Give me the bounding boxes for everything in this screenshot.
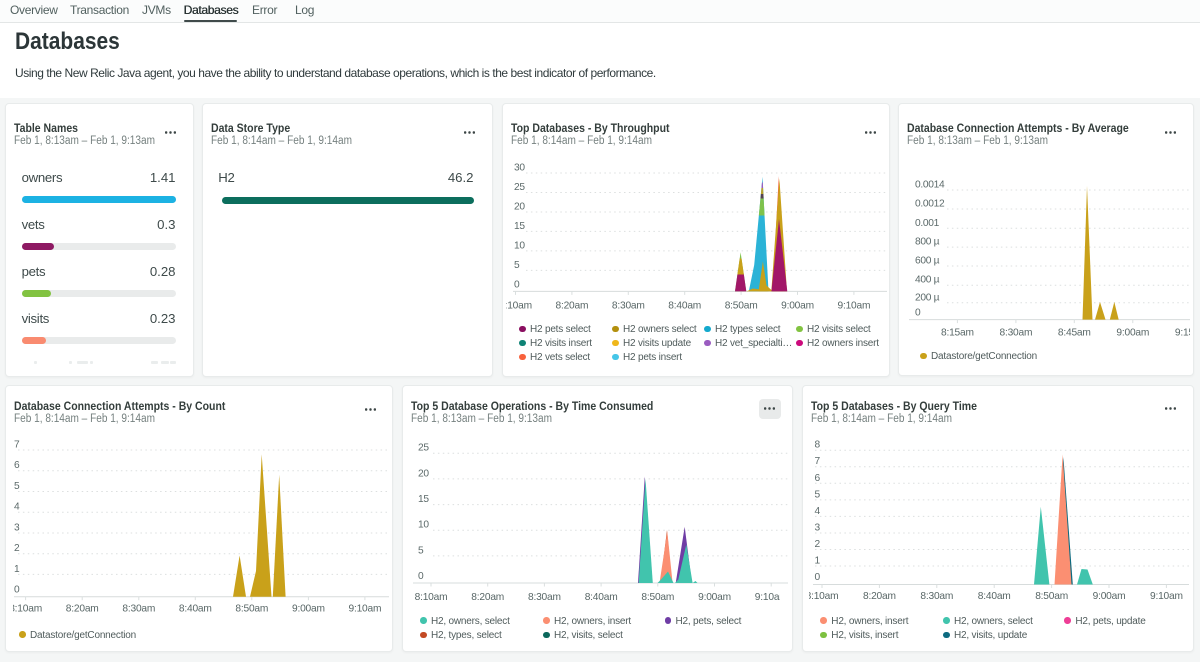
svg-text:9:00am: 9:00am xyxy=(1093,591,1126,602)
svg-text:3: 3 xyxy=(815,523,821,534)
svg-text:10: 10 xyxy=(418,520,429,531)
svg-text:400 µ: 400 µ xyxy=(915,275,940,286)
svg-text:800 µ: 800 µ xyxy=(915,237,940,248)
svg-text:10: 10 xyxy=(514,240,525,251)
svg-text:20: 20 xyxy=(514,202,525,213)
svg-text:8:10am: 8:10am xyxy=(503,301,532,312)
svg-text:1: 1 xyxy=(14,564,20,575)
svg-text:9:10am: 9:10am xyxy=(349,604,382,615)
svg-text:0: 0 xyxy=(514,279,520,290)
svg-text:8:45am: 8:45am xyxy=(1058,328,1091,339)
svg-text:8:30am: 8:30am xyxy=(612,301,645,312)
svg-text:1: 1 xyxy=(815,556,821,567)
svg-text:7: 7 xyxy=(815,456,821,467)
svg-text:8:20am: 8:20am xyxy=(471,592,504,603)
svg-text:15: 15 xyxy=(514,221,525,232)
svg-text:25: 25 xyxy=(514,182,525,193)
svg-text:8:50am: 8:50am xyxy=(641,592,674,603)
svg-text:6: 6 xyxy=(14,460,20,471)
svg-text:9:10am: 9:10am xyxy=(838,301,871,312)
svg-text:8:40am: 8:40am xyxy=(585,592,618,603)
svg-text:7: 7 xyxy=(14,440,20,451)
svg-text:9:00am: 9:00am xyxy=(292,604,325,615)
svg-text:5: 5 xyxy=(418,545,424,556)
svg-text:8:30am: 8:30am xyxy=(920,591,953,602)
svg-text:15: 15 xyxy=(418,494,429,505)
svg-text:9:00am: 9:00am xyxy=(698,592,731,603)
svg-text:0: 0 xyxy=(915,308,921,319)
svg-text:8:15am: 8:15am xyxy=(941,328,974,339)
svg-text:5: 5 xyxy=(14,481,20,492)
svg-text:4: 4 xyxy=(14,502,20,513)
svg-text:0.0012: 0.0012 xyxy=(915,199,945,210)
svg-text:8:10am: 8:10am xyxy=(415,592,448,603)
svg-text:9:00am: 9:00am xyxy=(781,301,814,312)
svg-text:3: 3 xyxy=(14,523,20,534)
svg-text:200 µ: 200 µ xyxy=(915,292,940,303)
svg-text:0: 0 xyxy=(418,571,424,582)
svg-text:600 µ: 600 µ xyxy=(915,256,940,267)
svg-text:0: 0 xyxy=(14,585,20,596)
svg-text:8:50am: 8:50am xyxy=(725,301,758,312)
svg-text:2: 2 xyxy=(14,543,20,554)
svg-text:8:20am: 8:20am xyxy=(556,301,589,312)
svg-text:8:10am: 8:10am xyxy=(9,604,42,615)
svg-text:8:50am: 8:50am xyxy=(235,604,268,615)
svg-text:8:30am: 8:30am xyxy=(1000,328,1033,339)
svg-text:0.001: 0.001 xyxy=(915,218,940,229)
svg-text:8:30am: 8:30am xyxy=(528,592,561,603)
svg-text:8:50am: 8:50am xyxy=(1035,591,1068,602)
svg-text:8:20am: 8:20am xyxy=(863,591,896,602)
svg-text:8:20am: 8:20am xyxy=(66,604,99,615)
svg-text:8:10am: 8:10am xyxy=(806,591,839,602)
svg-text:8:30am: 8:30am xyxy=(122,604,155,615)
svg-text:5: 5 xyxy=(514,260,520,271)
svg-text:8:40am: 8:40am xyxy=(668,301,701,312)
svg-text:25: 25 xyxy=(418,443,429,454)
svg-text:5: 5 xyxy=(815,489,821,500)
svg-text:9:15am: 9:15am xyxy=(1175,328,1194,339)
svg-text:20: 20 xyxy=(418,468,429,479)
svg-text:30: 30 xyxy=(514,163,525,174)
svg-text:0.0014: 0.0014 xyxy=(915,180,945,191)
svg-text:8:40am: 8:40am xyxy=(179,604,212,615)
svg-text:8: 8 xyxy=(815,440,821,451)
svg-text:9:00am: 9:00am xyxy=(1116,328,1149,339)
svg-text:9:10am: 9:10am xyxy=(755,592,788,603)
svg-text:4: 4 xyxy=(815,506,821,517)
svg-text:8:40am: 8:40am xyxy=(978,591,1011,602)
svg-text:9:10am: 9:10am xyxy=(1150,591,1183,602)
svg-text:0: 0 xyxy=(815,572,821,583)
svg-text:2: 2 xyxy=(815,539,821,550)
svg-text:6: 6 xyxy=(815,473,821,484)
